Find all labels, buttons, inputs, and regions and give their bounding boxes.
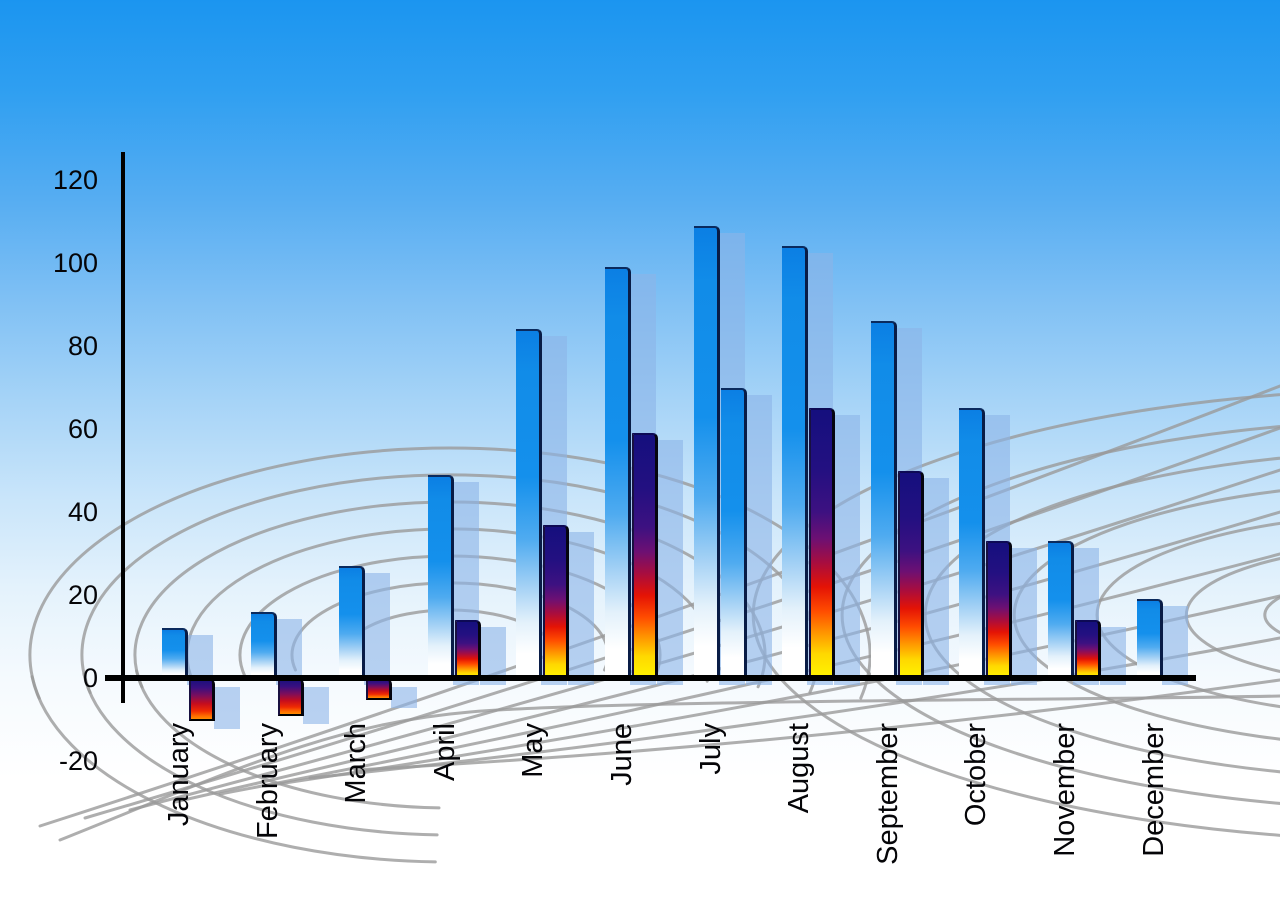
y-tick-label--20: -20	[58, 746, 98, 776]
bar-march-primary	[339, 566, 366, 679]
x-axis-zero-line	[105, 675, 1196, 681]
y-tick-label-40: 40	[67, 497, 98, 527]
y-tick-label-120: 120	[52, 165, 98, 195]
echo-september-secondary	[922, 477, 949, 685]
bar-september-primary	[870, 321, 897, 678]
month-label-text: February	[251, 723, 284, 840]
bar-july-primary	[693, 225, 720, 678]
y-tick-label-100: 100	[52, 248, 98, 278]
echo-january-secondary	[214, 687, 240, 729]
month-label-text: December	[1137, 723, 1170, 857]
bar-march-secondary	[366, 679, 393, 700]
month-label-may: May	[517, 723, 572, 778]
echo-december-primary	[1161, 606, 1188, 685]
echo-october-secondary	[1011, 548, 1038, 685]
bar-november-primary	[1048, 541, 1074, 678]
echo-march-secondary	[391, 687, 418, 708]
month-label-text: October	[960, 723, 993, 827]
month-label-text: September	[871, 723, 904, 865]
echo-july-secondary	[745, 394, 772, 685]
bar-june-primary	[605, 267, 631, 678]
month-label-text: July	[694, 723, 727, 775]
bar-april-secondary	[454, 619, 481, 678]
month-label-april: April	[429, 723, 487, 781]
bar-february-primary	[250, 611, 277, 678]
echo-february-secondary	[302, 687, 329, 725]
y-tick-label-20: 20	[67, 580, 98, 610]
month-label-text: August	[783, 723, 816, 814]
bar-april-primary	[427, 474, 454, 678]
month-label-text: June	[606, 723, 638, 786]
bar-september-secondary	[897, 470, 924, 678]
bar-january-primary	[162, 628, 188, 678]
bar-november-secondary	[1075, 619, 1101, 678]
bar-february-secondary	[277, 679, 304, 717]
bar-october-secondary	[986, 541, 1013, 678]
bar-august-secondary	[809, 408, 836, 679]
bar-may-secondary	[543, 524, 570, 679]
month-label-june: June	[606, 723, 669, 786]
echo-may-secondary	[568, 531, 595, 686]
echo-february-primary	[275, 618, 302, 685]
month-label-text: March	[340, 723, 373, 804]
echo-june-secondary	[657, 440, 683, 685]
y-tick-label-80: 80	[67, 331, 98, 361]
y-tick-label-60: 60	[67, 414, 98, 444]
month-label-december: December	[1138, 723, 1272, 857]
echo-august-secondary	[834, 415, 861, 686]
bar-may-primary	[516, 329, 543, 678]
bar-august-primary	[782, 246, 809, 678]
bar-december-primary	[1136, 599, 1163, 678]
bar-june-secondary	[632, 433, 658, 678]
y-axis-line	[121, 152, 125, 703]
month-label-text: November	[1049, 723, 1081, 857]
month-label-text: January	[163, 723, 195, 827]
echo-march-primary	[364, 573, 391, 686]
month-label-march: March	[340, 723, 421, 804]
month-label-text: May	[517, 723, 550, 778]
month-label-july: July	[695, 723, 747, 775]
month-label-text: April	[428, 723, 461, 782]
bar-january-secondary	[189, 679, 215, 721]
bar-october-primary	[959, 408, 986, 679]
bar-july-secondary	[720, 387, 747, 678]
month-label-august: August	[783, 723, 873, 813]
y-tick-label-0: 0	[82, 663, 98, 693]
